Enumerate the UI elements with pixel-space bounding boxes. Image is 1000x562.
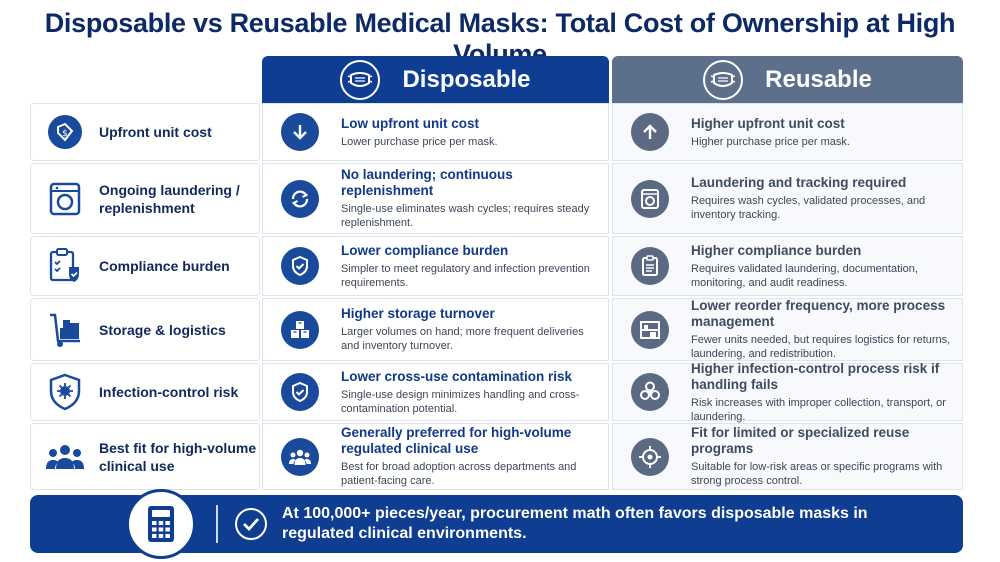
- disposable-heading: Lower cross-use contamination risk: [341, 368, 573, 384]
- reusable-detail: Requires wash cycles, validated processe…: [691, 195, 926, 221]
- reusable-heading: Fit for limited or specialized reuse pro…: [691, 425, 910, 456]
- clipboard-shield-icon: [45, 246, 85, 286]
- table-row: Compliance burden Lower compliance burde…: [30, 236, 963, 296]
- page-title: Disposable vs Reusable Medical Masks: To…: [44, 8, 956, 69]
- reusable-heading: Higher compliance burden: [691, 242, 862, 258]
- reusable-detail: Fewer units needed, but requires logisti…: [691, 334, 951, 360]
- disposable-detail: Best for broad adoption across departmen…: [341, 461, 577, 487]
- reusable-heading: Higher infection-control process risk if…: [691, 360, 940, 392]
- disposable-detail: Single-use eliminates wash cycles; requi…: [341, 203, 590, 229]
- disposable-heading: Low upfront unit cost: [341, 115, 479, 131]
- table-row: Best fit for high-volume clinical use Ge…: [30, 423, 963, 490]
- shield-check-icon: [281, 373, 319, 411]
- disposable-heading: Higher storage turnover: [341, 306, 495, 321]
- disposable-detail: Single-use design minimizes handling and…: [341, 388, 580, 415]
- table-row: Storage & logistics Higher storage turno…: [30, 298, 963, 361]
- reusable-detail: Suitable for low-risk areas or specific …: [691, 461, 943, 487]
- reusable-column-label: Reusable: [765, 65, 872, 93]
- disposable-heading: Lower compliance burden: [341, 242, 509, 258]
- disposable-detail: Lower purchase price per mask.: [341, 135, 498, 148]
- reusable-heading: Lower reorder frequency, more process ma…: [691, 298, 946, 329]
- disposable-column-label: Disposable: [402, 65, 531, 93]
- reusable-detail: Requires validated laundering, documenta…: [691, 262, 918, 289]
- disposable-column-header: Disposable: [262, 56, 609, 103]
- table-row: $ Upfront unit cost Low upfront unit cos…: [30, 103, 963, 161]
- reusable-detail: Higher purchase price per mask.: [691, 135, 850, 148]
- arrow-up-icon: [631, 113, 669, 151]
- banner-divider: [216, 505, 218, 543]
- people-icon: [45, 437, 85, 477]
- disposable-heading: Generally preferred for high-volume regu…: [341, 425, 572, 456]
- mask-icon: [703, 59, 744, 100]
- people-icon: [281, 437, 319, 476]
- virus-shield-icon: [45, 372, 85, 412]
- reusable-heading: Laundering and tracking required: [691, 175, 907, 190]
- calculator-icon: [126, 489, 196, 559]
- table-row: Ongoing laundering / replenishment No la…: [30, 163, 963, 234]
- target-icon: [631, 437, 669, 476]
- washing-machine-icon: [45, 179, 85, 219]
- biohazard-icon: [631, 373, 669, 411]
- reusable-heading: Higher upfront unit cost: [691, 115, 845, 131]
- check-circle-icon: [235, 508, 267, 540]
- boxes-icon: [281, 310, 319, 349]
- disposable-heading: No laundering; continuous replenishment: [341, 167, 513, 198]
- shield-check-icon: [281, 247, 319, 285]
- row-label: Infection-control risk: [99, 384, 239, 400]
- disposable-detail: Larger volumes on hand; more frequent de…: [341, 326, 584, 352]
- shelves-icon: [631, 310, 669, 349]
- hand-truck-icon: [45, 310, 85, 350]
- reusable-detail: Risk increases with improper collection,…: [691, 396, 946, 423]
- table-row: Infection-control risk Lower cross-use c…: [30, 360, 963, 423]
- conclusion-text: At 100,000+ pieces/year, procurement mat…: [282, 505, 868, 542]
- mask-icon: [340, 59, 381, 100]
- row-label: Storage & logistics: [99, 321, 226, 338]
- reusable-column-header: Reusable: [612, 56, 963, 103]
- row-label: Ongoing laundering / replenishment: [99, 181, 240, 216]
- refresh-icon: [281, 179, 319, 218]
- washing-machine-icon: [631, 179, 669, 218]
- svg-text:$: $: [62, 129, 68, 139]
- row-label: Compliance burden: [99, 258, 230, 274]
- disposable-detail: Simpler to meet regulatory and infection…: [341, 262, 590, 289]
- row-label: Best fit for high-volume clinical use: [99, 439, 257, 474]
- row-label: Upfront unit cost: [99, 124, 212, 140]
- conclusion-banner: At 100,000+ pieces/year, procurement mat…: [30, 489, 963, 559]
- comparison-table: $ Upfront unit cost Low upfront unit cos…: [30, 103, 963, 490]
- clipboard-icon: [631, 247, 669, 285]
- price-tag-icon: $: [45, 112, 85, 152]
- arrow-down-icon: [281, 113, 319, 151]
